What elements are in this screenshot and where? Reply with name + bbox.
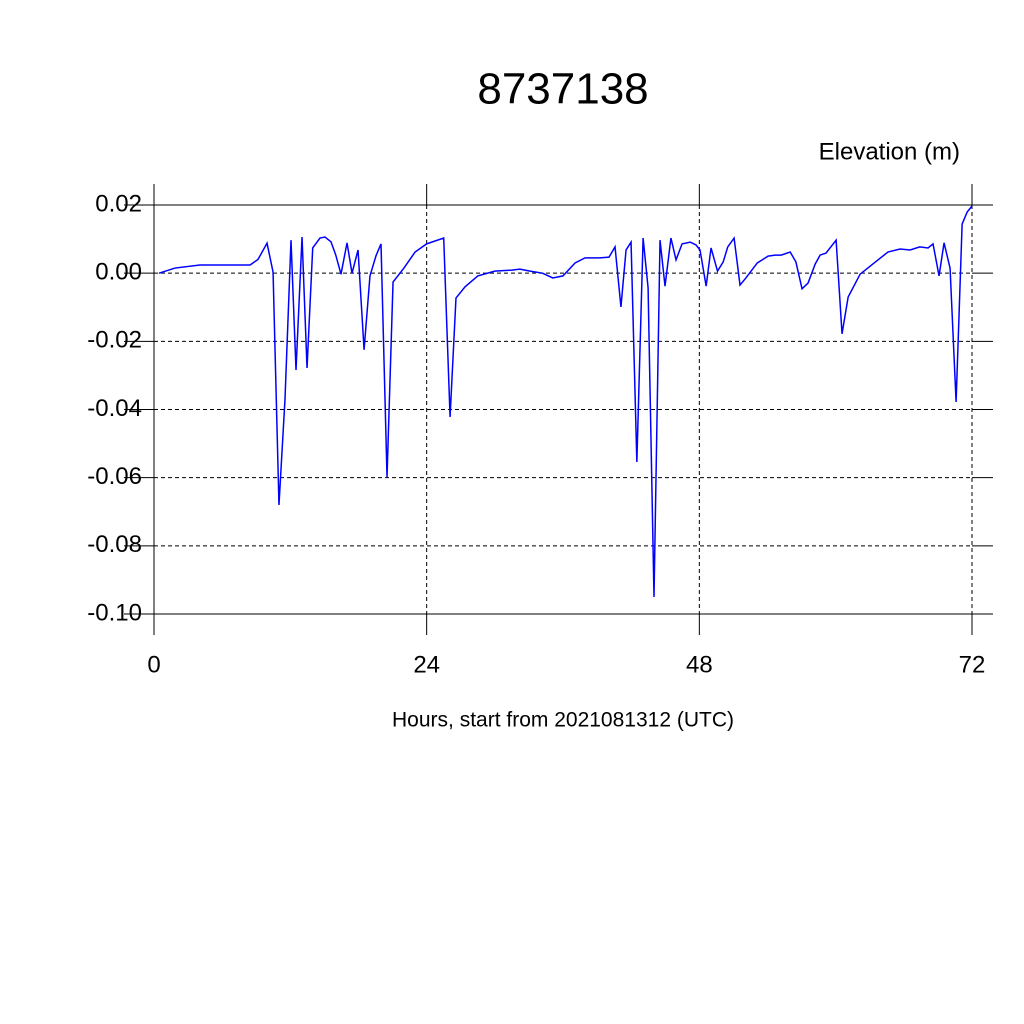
data-line bbox=[158, 205, 973, 597]
x-tick-label: 72 bbox=[959, 651, 986, 678]
x-tick-label: 48 bbox=[686, 651, 713, 678]
chart-title: 8737138 bbox=[477, 65, 648, 114]
y-tick-label: -0.08 bbox=[87, 531, 142, 558]
x-tick-label: 24 bbox=[413, 651, 440, 678]
y-tick-label: -0.04 bbox=[87, 395, 142, 422]
y-tick-label: 0.00 bbox=[95, 259, 142, 286]
x-tick-label: 0 bbox=[147, 651, 160, 678]
y-tick-label: 0.02 bbox=[95, 190, 142, 217]
y-tick-label: -0.02 bbox=[87, 327, 142, 354]
y-tick-label: -0.06 bbox=[87, 463, 142, 490]
x-axis-label: Hours, start from 2021081312 (UTC) bbox=[392, 709, 734, 732]
y-tick-label: -0.10 bbox=[87, 599, 142, 626]
y-axis-label: Elevation (m) bbox=[819, 138, 960, 165]
